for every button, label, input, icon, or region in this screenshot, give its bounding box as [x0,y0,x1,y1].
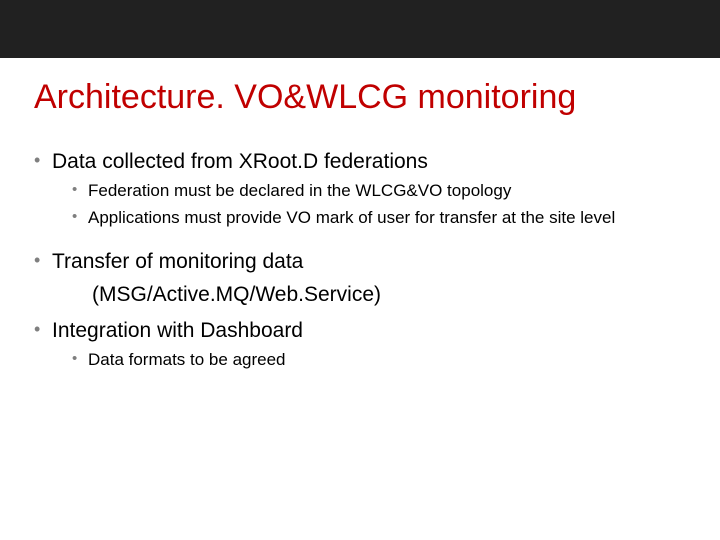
bullet-level2: Federation must be declared in the WLCG&… [34,180,674,203]
bullet-level1: Integration with Dashboard [34,317,674,345]
slide-content: Data collected from XRoot.D federations … [34,140,674,376]
bullet-level1-continuation: (MSG/Active.MQ/Web.Service) [34,281,674,309]
slide-title: Architecture. VO&WLCG monitoring [34,78,576,117]
bullet-level2: Applications must provide VO mark of use… [34,207,674,230]
spacer [34,234,674,240]
top-bar [0,0,720,58]
bullet-level1: Transfer of monitoring data [34,248,674,276]
slide: Architecture. VO&WLCG monitoring Data co… [0,0,720,540]
bullet-level1: Data collected from XRoot.D federations [34,148,674,176]
bullet-level2: Data formats to be agreed [34,349,674,372]
